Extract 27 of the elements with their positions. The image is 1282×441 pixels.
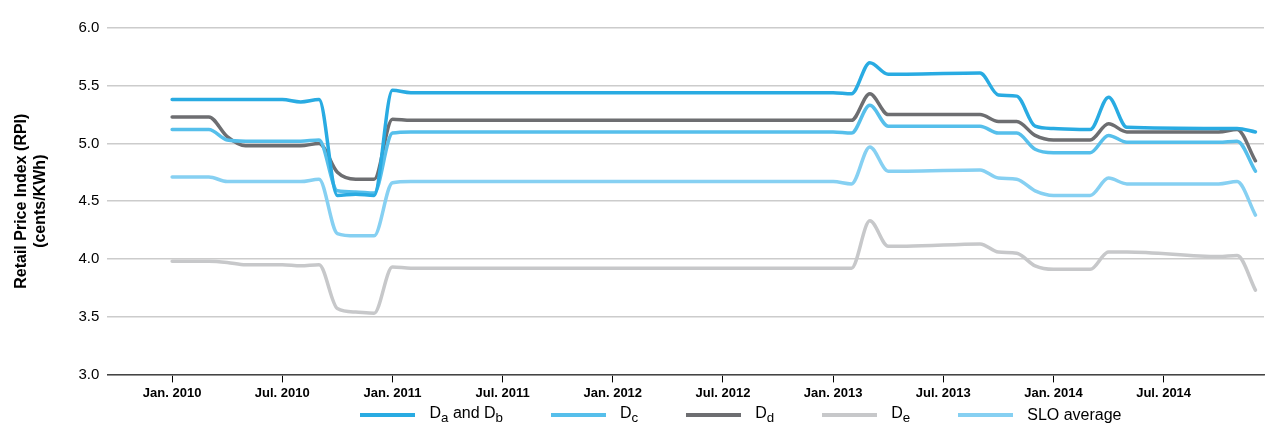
x-tick-label: Jan. 2011 bbox=[363, 384, 422, 400]
line-series bbox=[170, 103, 1258, 195]
x-tick-label: Jul. 2013 bbox=[915, 384, 971, 400]
x-tick-label: Jan. 2014 bbox=[1024, 384, 1084, 400]
x-tick-label: Jul. 2014 bbox=[1136, 384, 1192, 400]
y-tick-label: 5.0 bbox=[78, 133, 100, 151]
line-series bbox=[170, 92, 1258, 182]
line-series bbox=[170, 60, 1258, 198]
line-series bbox=[170, 145, 1258, 238]
y-axis-title: Retail Price Index (RPI) (cents/KWh) bbox=[12, 113, 49, 289]
x-tick-label: Jul. 2010 bbox=[254, 384, 310, 400]
legend-label: D$_{c}$ bbox=[620, 404, 639, 426]
x-tick-label: Jul. 2011 bbox=[475, 384, 530, 400]
y-tick-label: 4.0 bbox=[78, 249, 100, 267]
legend-label: SLO average bbox=[1027, 405, 1122, 424]
x-tick-label: Jan. 2012 bbox=[583, 384, 643, 400]
y-tick-label: 6.0 bbox=[78, 18, 100, 36]
y-tick-label: 5.5 bbox=[78, 75, 100, 93]
x-tick-label: Jan. 2010 bbox=[142, 384, 202, 400]
x-tick-label: Jan. 2013 bbox=[803, 384, 863, 400]
legend-label: D$_{a}$ and D$_{b}$ bbox=[429, 404, 504, 426]
y-tick-label: 4.5 bbox=[78, 191, 100, 209]
y-tick-label: 3.5 bbox=[78, 306, 100, 324]
x-tick-label: Jul. 2012 bbox=[695, 384, 751, 400]
y-tick-label: 3.0 bbox=[78, 364, 100, 382]
legend-label: D$_{e}$ bbox=[891, 404, 911, 426]
legend-label: D$_{d}$ bbox=[755, 404, 775, 426]
